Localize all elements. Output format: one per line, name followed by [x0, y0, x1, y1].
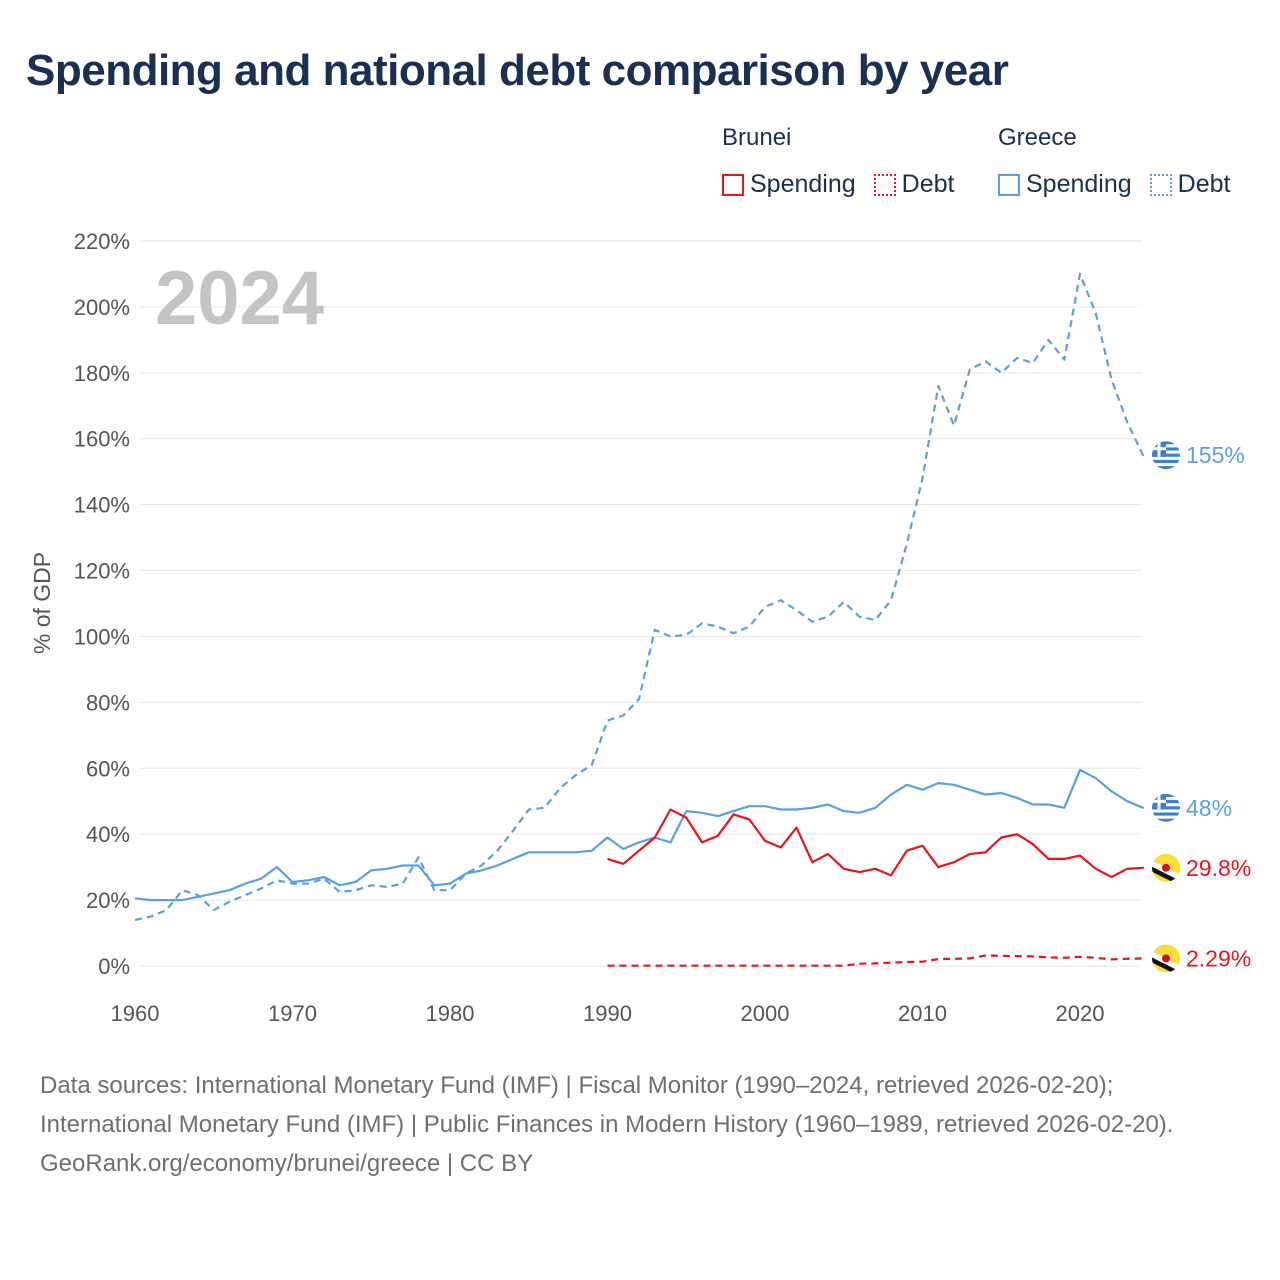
y-tick-label: 200% — [74, 295, 130, 320]
y-tick-label: 60% — [86, 756, 130, 781]
legend-brunei-debt-label: Debt — [901, 170, 955, 198]
legend-brunei-spending[interactable]: Spending — [722, 170, 856, 199]
y-tick-label: 140% — [74, 493, 130, 518]
brunei-spending-line — [607, 808, 1145, 879]
x-tick-label: 1980 — [426, 1001, 475, 1026]
y-tick-label: 220% — [74, 229, 130, 254]
greece-spending-end-label: 48% — [1186, 795, 1232, 821]
legend-brunei-spending-label: Spending — [750, 170, 856, 198]
legend-greece-name: Greece — [998, 124, 1077, 151]
brunei-flag-icon — [1152, 944, 1180, 973]
greece-flag-icon — [1152, 793, 1180, 822]
legend-greece-debt-label: Debt — [1177, 170, 1231, 198]
greece-spending-line — [134, 768, 1145, 902]
y-tick-label: 160% — [74, 427, 130, 452]
year-overlay: 2024 — [155, 256, 324, 341]
legend-brunei-name: Brunei — [722, 124, 792, 151]
line-chart: 0% 20% 40% 60% 80% 100% 120% 140% 160% 180% 200% 22… — [29, 229, 1251, 1026]
legend-greece-spending[interactable]: Spending — [998, 170, 1132, 199]
x-tick-label: 2000 — [741, 1001, 790, 1026]
greece-flag-icon — [1152, 441, 1180, 470]
brunei-spending-end-label: 29.8% — [1186, 855, 1251, 881]
legend-dotted-swatch-icon — [1149, 173, 1172, 196]
legend-brunei-debt[interactable]: Debt — [873, 170, 955, 199]
legend-solid-swatch-icon — [998, 173, 1020, 196]
end-markers: 155% 48% 29.8% 2.29% — [1152, 441, 1251, 973]
footer: Data sources: International Monetary Fun… — [40, 1066, 1240, 1183]
y-tick-label: 180% — [74, 361, 130, 386]
legend-dotted-swatch-icon — [873, 173, 896, 196]
x-tick-label: 2010 — [898, 1001, 947, 1026]
brunei-flag-icon — [1152, 853, 1180, 882]
y-axis-ticks: 0% 20% 40% 60% 80% 100% 120% 140% 160% 180% 200% 22… — [74, 229, 130, 979]
legend-greece-debt[interactable]: Debt — [1149, 170, 1231, 199]
data-sources: Data sources: International Monetary Fun… — [40, 1072, 1174, 1138]
greece-debt-line — [134, 272, 1145, 921]
x-tick-label: 1990 — [583, 1001, 632, 1026]
x-tick-label: 1970 — [268, 1001, 317, 1026]
x-axis-ticks: 1960 1970 1980 1990 2000 2010 2020 — [111, 1001, 1105, 1026]
legend-brunei: Brunei Spending Debt — [722, 124, 972, 199]
greece-debt-end-label: 155% — [1186, 442, 1245, 468]
series-lines — [134, 272, 1145, 967]
y-tick-label: 80% — [86, 690, 130, 715]
legend-greece: Greece Spending Debt — [998, 124, 1248, 199]
legend-solid-swatch-icon — [722, 173, 744, 196]
y-tick-label: 120% — [74, 559, 130, 584]
x-tick-label: 2020 — [1056, 1001, 1105, 1026]
y-tick-label: 20% — [86, 888, 130, 913]
y-axis-label: % of GDP — [29, 552, 55, 654]
chart-title: Spending and national debt comparison by… — [26, 46, 1009, 95]
y-tick-label: 100% — [74, 624, 130, 649]
brunei-debt-line — [607, 954, 1145, 967]
y-tick-label: 0% — [98, 954, 130, 979]
y-tick-label: 40% — [86, 822, 130, 847]
brunei-debt-end-label: 2.29% — [1186, 945, 1251, 971]
x-tick-label: 1960 — [111, 1001, 160, 1026]
legend-greece-spending-label: Spending — [1026, 170, 1132, 198]
attribution-link[interactable]: GeoRank.org/economy/brunei/greece | CC B… — [40, 1150, 534, 1177]
grid-lines — [140, 240, 1142, 967]
